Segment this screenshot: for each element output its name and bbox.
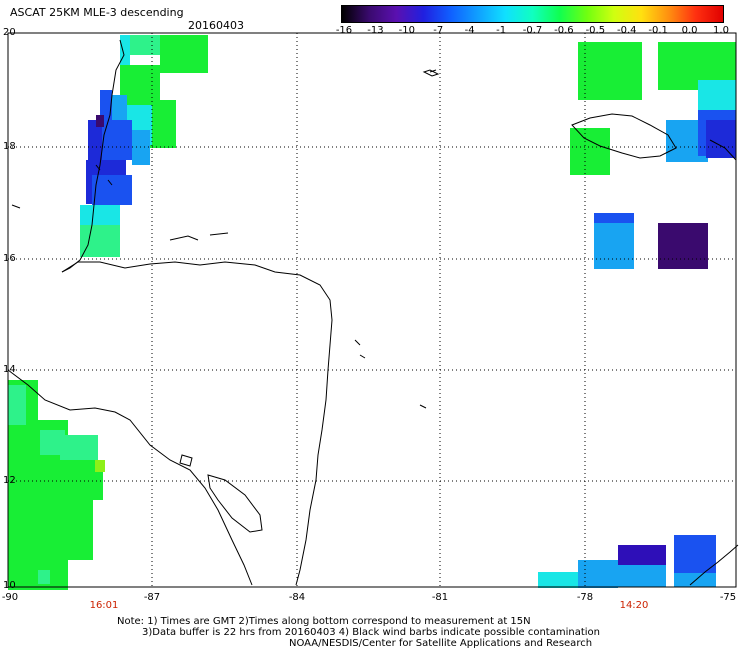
wind-data-cell bbox=[570, 128, 610, 175]
coastline-cuba bbox=[422, 69, 440, 77]
product-date: 20160403 bbox=[188, 19, 244, 32]
color-scale-label: -0.6 bbox=[554, 25, 574, 36]
wind-data-cell bbox=[674, 535, 716, 573]
color-scale-label: 1.0 bbox=[713, 25, 729, 36]
map-frame bbox=[7, 32, 737, 588]
lat-label-12: 12 bbox=[3, 475, 16, 486]
wind-data-cell bbox=[60, 435, 98, 460]
wind-data-cell bbox=[80, 225, 120, 257]
wind-data-cell bbox=[578, 42, 642, 100]
wind-data-cell bbox=[95, 460, 105, 472]
lon-label-90: -90 bbox=[1, 592, 19, 603]
wind-data-cell bbox=[120, 35, 130, 65]
note-line-3: NOAA/NESDIS/Center for Satellite Applica… bbox=[289, 638, 593, 649]
wind-data-cell bbox=[578, 560, 618, 588]
wind-data-cell bbox=[92, 175, 132, 205]
mosquito-cays bbox=[354, 339, 427, 409]
data-swaths bbox=[8, 35, 736, 590]
color-scale-label: -1 bbox=[496, 25, 507, 36]
color-scale-label: -0.5 bbox=[585, 25, 606, 36]
lat-label-16: 16 bbox=[3, 253, 16, 264]
wind-data-cell bbox=[68, 500, 93, 560]
coastline-yucatan bbox=[61, 39, 125, 273]
lat-label-10: 10 bbox=[3, 580, 16, 591]
lat-label-14: 14 bbox=[3, 364, 16, 375]
lake-nicaragua bbox=[207, 474, 263, 533]
color-scale-label: -10 bbox=[398, 25, 415, 36]
wind-data-cell bbox=[594, 213, 634, 223]
wind-data-cell bbox=[618, 565, 666, 587]
coastline-jamaica bbox=[571, 113, 677, 159]
lon-label-84: -84 bbox=[288, 592, 306, 603]
color-scale-label: -4 bbox=[464, 25, 475, 36]
coastline-hispaniola bbox=[709, 139, 737, 161]
coastlines bbox=[7, 39, 739, 586]
lake-managua bbox=[179, 454, 193, 467]
lon-label-78: -78 bbox=[576, 592, 594, 603]
color-scale-label: -0.1 bbox=[648, 25, 668, 36]
pass-time-east: 14:20 bbox=[619, 600, 649, 611]
wind-data-cell bbox=[130, 35, 160, 55]
wind-data-cell bbox=[88, 120, 102, 160]
coastline-cayman bbox=[429, 69, 437, 73]
wind-data-cell bbox=[100, 90, 112, 120]
color-scale-label: -0.4 bbox=[616, 25, 637, 36]
color-scale-bar bbox=[341, 5, 724, 23]
wind-data-cell bbox=[674, 573, 716, 587]
wind-data-cell bbox=[160, 35, 208, 73]
lon-label-75: -75 bbox=[719, 592, 737, 603]
wind-data-cell bbox=[658, 223, 708, 269]
coastline-honduras bbox=[61, 261, 333, 586]
product-title: ASCAT 25KM MLE-3 descending bbox=[10, 6, 184, 19]
color-scale-label: -0.7 bbox=[522, 25, 543, 36]
coastline-pacific bbox=[7, 369, 253, 586]
bay-islands bbox=[11, 164, 229, 241]
coastline-colombia bbox=[689, 544, 739, 586]
lat-label-20: 20 bbox=[3, 27, 16, 38]
color-scale-label: -16 bbox=[335, 25, 353, 36]
wind-data-cell bbox=[706, 120, 736, 158]
lat-label-18: 18 bbox=[3, 141, 16, 152]
color-scale-labels: -16 -13 -10 -7 -4 -1 -0.7 -0.6 -0.5 -0.4 -0.1 0.0 1.… bbox=[330, 25, 740, 39]
lon-label-81: -81 bbox=[431, 592, 449, 603]
wind-data-cell bbox=[698, 80, 736, 110]
wind-data-cell bbox=[80, 205, 120, 225]
note-line-2: 3)Data buffer is 22 hrs from 20160403 4)… bbox=[142, 627, 600, 638]
wind-data-cell bbox=[150, 100, 176, 148]
color-scale-label: -13 bbox=[367, 25, 384, 36]
pass-time-west: 16:01 bbox=[89, 600, 119, 611]
wind-data-cell bbox=[38, 570, 50, 584]
wind-data-cell bbox=[112, 95, 127, 125]
wind-data-cell bbox=[96, 115, 104, 127]
color-scale-label: 0.0 bbox=[681, 25, 698, 36]
color-scale-label: -7 bbox=[433, 25, 444, 36]
wind-data-cell bbox=[8, 385, 26, 425]
note-line-1: Note: 1) Times are GMT 2)Times along bot… bbox=[117, 616, 531, 627]
lon-label-87: -87 bbox=[143, 592, 161, 603]
